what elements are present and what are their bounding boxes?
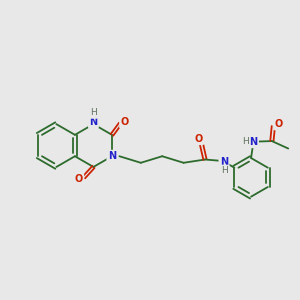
Text: H: H (242, 137, 248, 146)
Text: N: N (220, 157, 228, 166)
Text: H: H (90, 108, 97, 117)
Text: N: N (249, 137, 257, 147)
Text: O: O (274, 119, 283, 129)
Text: O: O (74, 174, 83, 184)
Text: N: N (89, 117, 98, 127)
Text: N: N (108, 151, 116, 161)
Text: H: H (221, 166, 227, 175)
Text: O: O (194, 134, 202, 144)
Text: O: O (121, 117, 129, 127)
